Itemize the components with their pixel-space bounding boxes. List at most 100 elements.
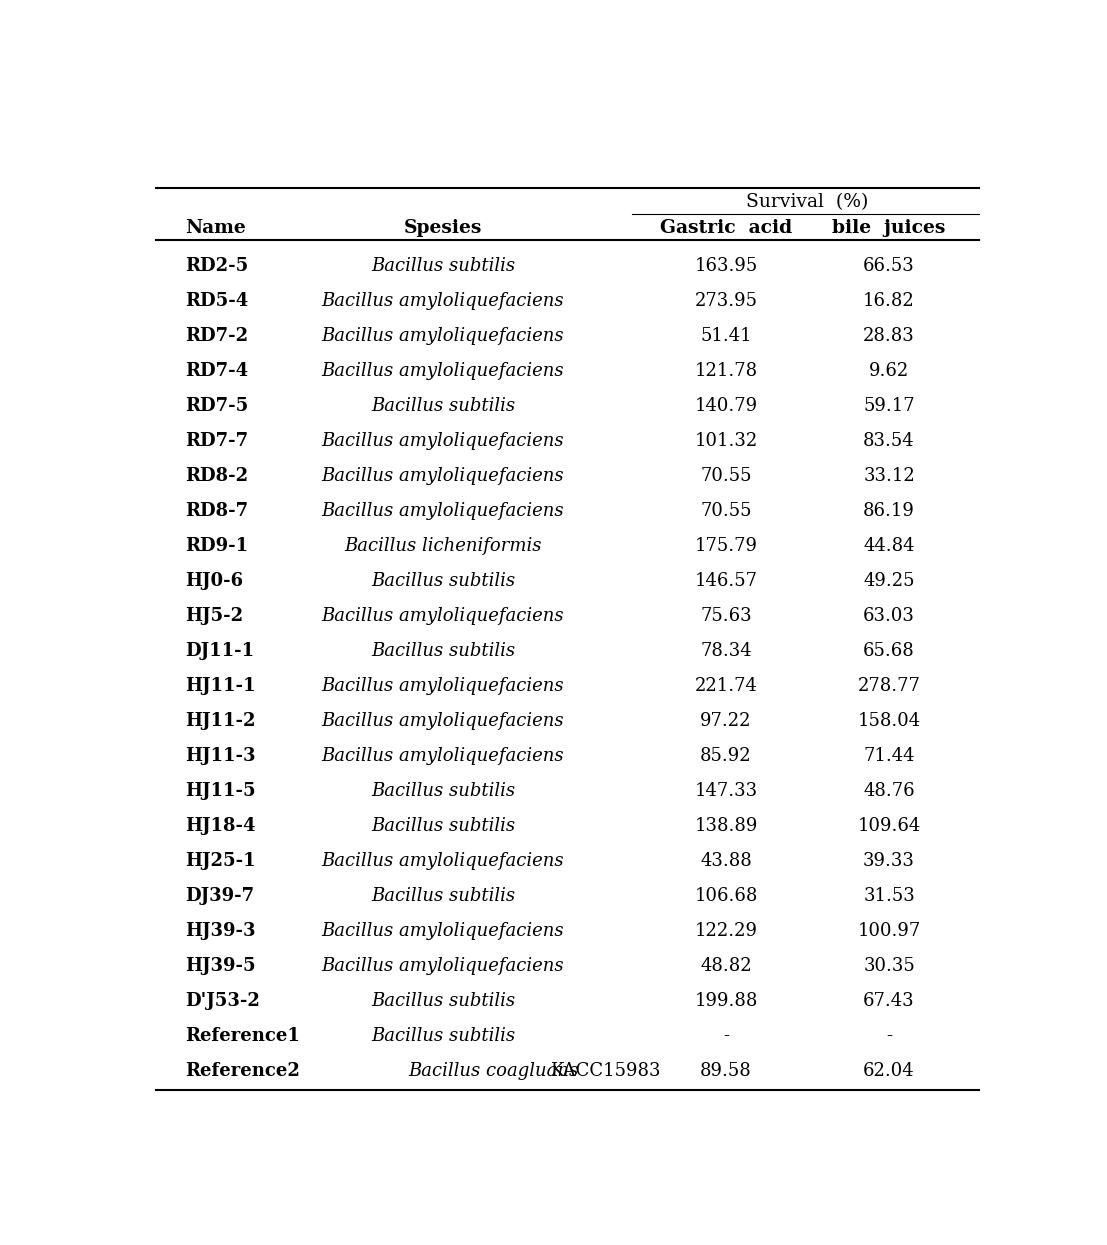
Text: Bacillus subtilis: Bacillus subtilis bbox=[371, 782, 515, 801]
Text: Bacillus amyloliquefaciens: Bacillus amyloliquefaciens bbox=[322, 502, 565, 520]
Text: HJ11-2: HJ11-2 bbox=[186, 712, 256, 731]
Text: Bacillus subtilis: Bacillus subtilis bbox=[371, 817, 515, 835]
Text: 122.29: 122.29 bbox=[694, 923, 757, 940]
Text: 43.88: 43.88 bbox=[701, 852, 752, 870]
Text: 16.82: 16.82 bbox=[863, 293, 914, 310]
Text: DJ39-7: DJ39-7 bbox=[186, 888, 255, 905]
Text: Bacillus licheniformis: Bacillus licheniformis bbox=[344, 538, 541, 555]
Text: 121.78: 121.78 bbox=[694, 362, 757, 380]
Text: 278.77: 278.77 bbox=[858, 677, 921, 695]
Text: 109.64: 109.64 bbox=[858, 817, 921, 835]
Text: RD7-5: RD7-5 bbox=[186, 397, 249, 416]
Text: 44.84: 44.84 bbox=[863, 538, 914, 555]
Text: 147.33: 147.33 bbox=[694, 782, 757, 801]
Text: DJ11-1: DJ11-1 bbox=[186, 642, 255, 660]
Text: 9.62: 9.62 bbox=[869, 362, 909, 380]
Text: 66.53: 66.53 bbox=[863, 258, 914, 275]
Text: 70.55: 70.55 bbox=[701, 467, 752, 486]
Text: 86.19: 86.19 bbox=[863, 502, 915, 520]
Text: 106.68: 106.68 bbox=[694, 888, 757, 905]
Text: Bacillus coagluans: Bacillus coagluans bbox=[408, 1062, 579, 1081]
Text: HJ5-2: HJ5-2 bbox=[186, 608, 244, 625]
Text: Bacillus amyloliquefaciens: Bacillus amyloliquefaciens bbox=[322, 608, 565, 625]
Text: Reference2: Reference2 bbox=[186, 1062, 300, 1081]
Text: HJ25-1: HJ25-1 bbox=[186, 852, 256, 870]
Text: HJ39-3: HJ39-3 bbox=[186, 923, 256, 940]
Text: 39.33: 39.33 bbox=[863, 852, 915, 870]
Text: HJ11-1: HJ11-1 bbox=[186, 677, 256, 695]
Text: 48.76: 48.76 bbox=[863, 782, 914, 801]
Text: 146.57: 146.57 bbox=[694, 573, 757, 590]
Text: HJ11-3: HJ11-3 bbox=[186, 747, 256, 766]
Text: Bacillus subtilis: Bacillus subtilis bbox=[371, 258, 515, 275]
Text: 97.22: 97.22 bbox=[701, 712, 752, 731]
Text: Bacillus subtilis: Bacillus subtilis bbox=[371, 888, 515, 905]
Text: 51.41: 51.41 bbox=[701, 327, 752, 345]
Text: 100.97: 100.97 bbox=[858, 923, 921, 940]
Text: Bacillus amyloliquefaciens: Bacillus amyloliquefaciens bbox=[322, 293, 565, 310]
Text: RD9-1: RD9-1 bbox=[186, 538, 249, 555]
Text: -: - bbox=[723, 1027, 730, 1045]
Text: 199.88: 199.88 bbox=[694, 992, 757, 1010]
Text: RD7-7: RD7-7 bbox=[186, 432, 249, 451]
Text: 163.95: 163.95 bbox=[694, 258, 757, 275]
Text: 49.25: 49.25 bbox=[863, 573, 914, 590]
Text: Bacillus amyloliquefaciens: Bacillus amyloliquefaciens bbox=[322, 923, 565, 940]
Text: bile  juices: bile juices bbox=[832, 219, 945, 237]
Text: 62.04: 62.04 bbox=[863, 1062, 914, 1081]
Text: 70.55: 70.55 bbox=[701, 502, 752, 520]
Text: Bacillus subtilis: Bacillus subtilis bbox=[371, 573, 515, 590]
Text: Survival  (%): Survival (%) bbox=[746, 193, 869, 212]
Text: Gastric  acid: Gastric acid bbox=[660, 219, 793, 237]
Text: 175.79: 175.79 bbox=[694, 538, 757, 555]
Text: RD2-5: RD2-5 bbox=[186, 258, 249, 275]
Text: 28.83: 28.83 bbox=[863, 327, 914, 345]
Text: Bacillus amyloliquefaciens: Bacillus amyloliquefaciens bbox=[322, 432, 565, 451]
Text: 71.44: 71.44 bbox=[863, 747, 914, 766]
Text: HJ11-5: HJ11-5 bbox=[186, 782, 256, 801]
Text: Bacillus amyloliquefaciens: Bacillus amyloliquefaciens bbox=[322, 467, 565, 486]
Text: Name: Name bbox=[186, 219, 247, 237]
Text: Bacillus amyloliquefaciens: Bacillus amyloliquefaciens bbox=[322, 852, 565, 870]
Text: 59.17: 59.17 bbox=[863, 397, 914, 416]
Text: Bacillus amyloliquefaciens: Bacillus amyloliquefaciens bbox=[322, 362, 565, 380]
Text: 63.03: 63.03 bbox=[863, 608, 915, 625]
Text: HJ0-6: HJ0-6 bbox=[186, 573, 244, 590]
Text: Bacillus subtilis: Bacillus subtilis bbox=[371, 992, 515, 1010]
Text: 138.89: 138.89 bbox=[694, 817, 757, 835]
Text: 101.32: 101.32 bbox=[694, 432, 757, 451]
Text: 65.68: 65.68 bbox=[863, 642, 914, 660]
Text: 273.95: 273.95 bbox=[694, 293, 757, 310]
Text: HJ39-5: HJ39-5 bbox=[186, 957, 256, 975]
Text: Bacillus amyloliquefaciens: Bacillus amyloliquefaciens bbox=[322, 957, 565, 975]
Text: Reference1: Reference1 bbox=[186, 1027, 300, 1045]
Text: Bacillus amyloliquefaciens: Bacillus amyloliquefaciens bbox=[322, 327, 565, 345]
Text: RD8-7: RD8-7 bbox=[186, 502, 249, 520]
Text: 30.35: 30.35 bbox=[863, 957, 914, 975]
Text: 85.92: 85.92 bbox=[701, 747, 752, 766]
Text: HJ18-4: HJ18-4 bbox=[186, 817, 256, 835]
Text: RD8-2: RD8-2 bbox=[186, 467, 249, 486]
Text: Spesies: Spesies bbox=[404, 219, 483, 237]
Text: D'J53-2: D'J53-2 bbox=[186, 992, 260, 1010]
Text: 89.58: 89.58 bbox=[701, 1062, 752, 1081]
Text: 83.54: 83.54 bbox=[863, 432, 914, 451]
Text: RD5-4: RD5-4 bbox=[186, 293, 249, 310]
Text: RD7-4: RD7-4 bbox=[186, 362, 249, 380]
Text: 140.79: 140.79 bbox=[694, 397, 757, 416]
Text: Bacillus subtilis: Bacillus subtilis bbox=[371, 642, 515, 660]
Text: Bacillus amyloliquefaciens: Bacillus amyloliquefaciens bbox=[322, 712, 565, 731]
Text: 31.53: 31.53 bbox=[863, 888, 914, 905]
Text: 67.43: 67.43 bbox=[863, 992, 914, 1010]
Text: Bacillus amyloliquefaciens: Bacillus amyloliquefaciens bbox=[322, 747, 565, 766]
Text: 221.74: 221.74 bbox=[694, 677, 757, 695]
Text: RD7-2: RD7-2 bbox=[186, 327, 249, 345]
Text: 48.82: 48.82 bbox=[701, 957, 752, 975]
Text: Bacillus amyloliquefaciens: Bacillus amyloliquefaciens bbox=[322, 677, 565, 695]
Text: 78.34: 78.34 bbox=[701, 642, 752, 660]
Text: 158.04: 158.04 bbox=[858, 712, 921, 731]
Text: 33.12: 33.12 bbox=[863, 467, 914, 486]
Text: KACC15983: KACC15983 bbox=[550, 1062, 661, 1081]
Text: -: - bbox=[886, 1027, 892, 1045]
Text: Bacillus subtilis: Bacillus subtilis bbox=[371, 397, 515, 416]
